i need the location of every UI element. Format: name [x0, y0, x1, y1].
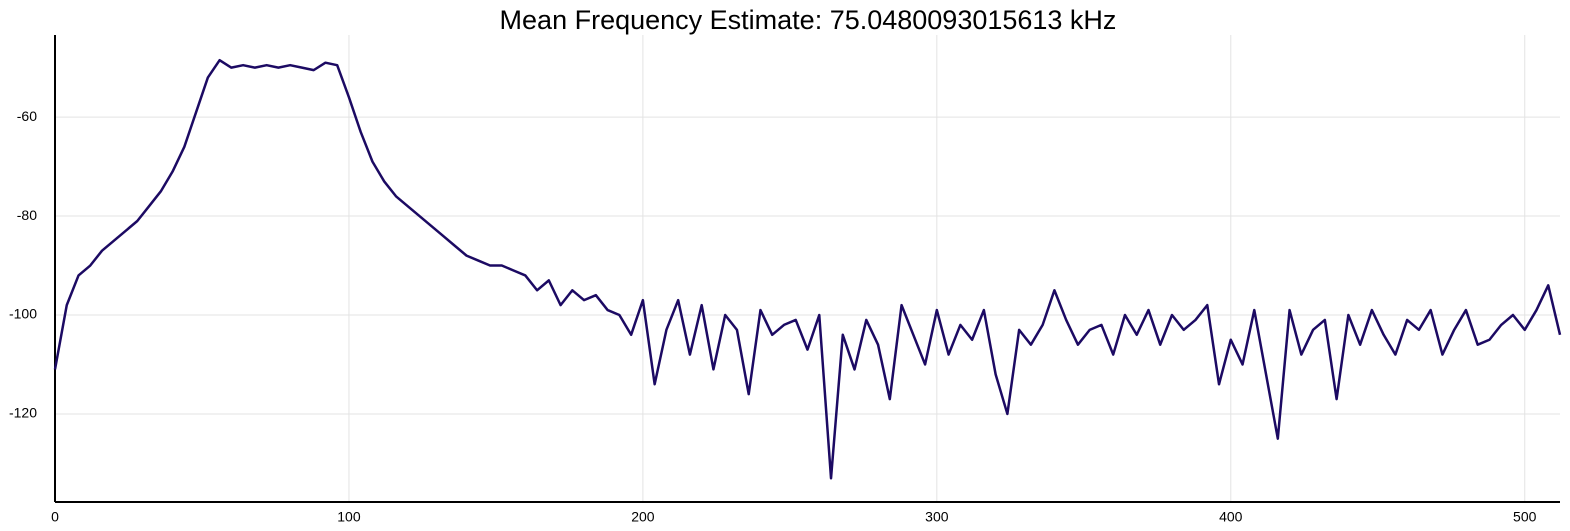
- y-tick-label: -120: [9, 405, 37, 421]
- x-tick-label: 200: [631, 509, 655, 525]
- x-tick-label: 100: [337, 509, 361, 525]
- y-tick-label: -60: [17, 108, 37, 124]
- chart-title: Mean Frequency Estimate: 75.048009301561…: [500, 5, 1117, 35]
- data-line: [53, 58, 1562, 480]
- y-tick-label: -80: [17, 207, 37, 223]
- x-tick-label: 0: [51, 509, 59, 525]
- x-tick-label: 300: [925, 509, 949, 525]
- x-tick-label: 500: [1513, 509, 1537, 525]
- x-tick-label: 400: [1219, 509, 1243, 525]
- y-tick-label: -100: [9, 306, 37, 322]
